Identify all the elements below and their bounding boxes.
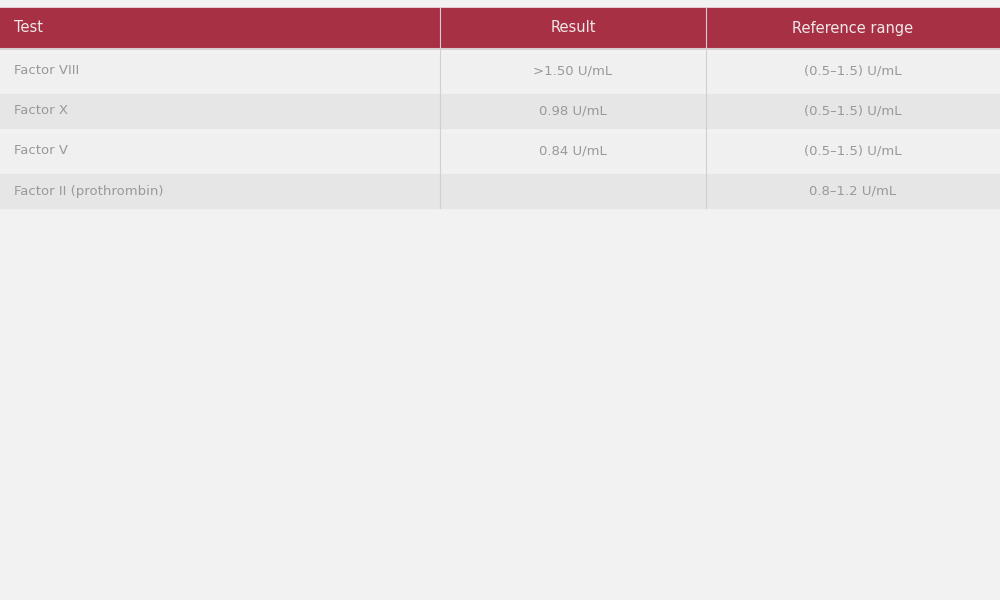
Text: Factor X: Factor X (14, 104, 68, 118)
Bar (706, 8, 1000, 48)
Text: Reference range: Reference range (792, 20, 914, 35)
Bar (0, 54, 1000, 88)
Text: Factor VIII: Factor VIII (14, 64, 79, 77)
Bar (0, 174, 1000, 208)
Text: Result: Result (550, 20, 596, 35)
Text: Test: Test (14, 20, 43, 35)
Text: 0.84 U/mL: 0.84 U/mL (539, 145, 607, 157)
Text: Factor II (prothrombin): Factor II (prothrombin) (14, 185, 164, 197)
Text: 0.8–1.2 U/mL: 0.8–1.2 U/mL (809, 185, 897, 197)
Text: Factor V: Factor V (14, 145, 68, 157)
Text: (0.5–1.5) U/mL: (0.5–1.5) U/mL (804, 104, 902, 118)
Text: >1.50 U/mL: >1.50 U/mL (533, 64, 613, 77)
Text: 0.98 U/mL: 0.98 U/mL (539, 104, 607, 118)
Bar (440, 8, 706, 48)
Bar (0, 134, 1000, 168)
Text: (0.5–1.5) U/mL: (0.5–1.5) U/mL (804, 145, 902, 157)
Bar (0, 94, 1000, 128)
Bar (0, 8, 440, 48)
Text: (0.5–1.5) U/mL: (0.5–1.5) U/mL (804, 64, 902, 77)
